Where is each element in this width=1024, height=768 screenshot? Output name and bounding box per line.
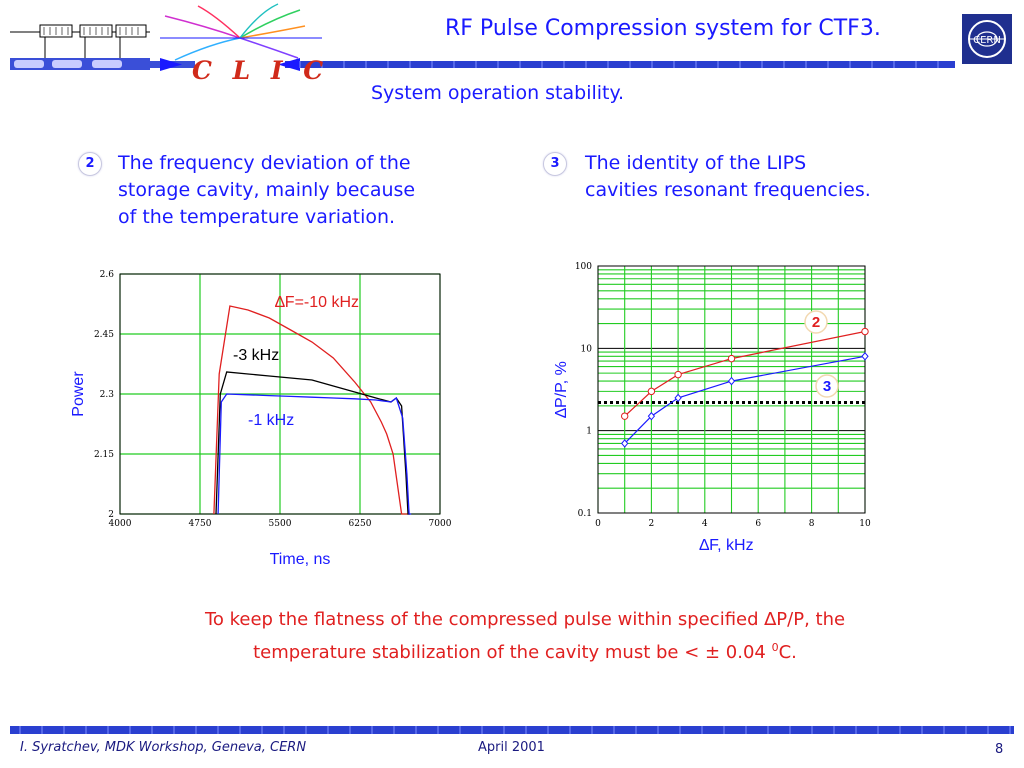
y-tick-label: 1	[586, 427, 592, 437]
point-3-line: The identity of the LIPS	[585, 152, 807, 174]
x-axis-label: Time, ns	[270, 551, 331, 568]
x-tick-label: 6250	[349, 519, 372, 529]
y-tick-label: 2	[108, 510, 114, 520]
x-tick-label: 2	[649, 519, 655, 529]
conclusion-note: To keep the flatness of the compressed p…	[110, 606, 940, 667]
footer-date: April 2001	[478, 740, 545, 755]
series-badge	[804, 310, 828, 334]
footer-bar	[10, 726, 1014, 734]
x-tick-label: 4	[702, 519, 708, 529]
clic-logo: C L I C	[192, 56, 330, 85]
data-point	[621, 412, 629, 420]
accelerator-schematic-icon	[10, 24, 150, 70]
y-tick-label: 100	[575, 262, 592, 272]
point-2-badge: 2	[78, 152, 102, 176]
page-subtitle: System operation stability.	[371, 82, 625, 104]
point-2-line: storage cavity, mainly because	[118, 179, 416, 201]
point-2-line: The frequency deviation of the	[118, 152, 411, 174]
page-number: 8	[995, 742, 1004, 757]
series-annotation: -1 kHz	[248, 412, 294, 429]
dpp-vs-df-chart: 0 2 4 6 8 10 0.1 1 10 100 2 3 ∆F, kHz ∆P/P, %	[553, 262, 871, 554]
x-tick-label: 6	[755, 519, 761, 529]
x-tick-label: 0	[595, 519, 601, 529]
point-3-badge: 3	[543, 152, 567, 176]
data-point	[647, 387, 656, 396]
page-title: RF Pulse Compression system for CTF3.	[445, 16, 881, 41]
point-2-text: The frequency deviation of the storage c…	[118, 150, 415, 231]
data-point	[861, 327, 869, 336]
data-point	[861, 352, 869, 361]
y-tick-label: 2.6	[100, 270, 115, 280]
data-point	[621, 439, 629, 448]
x-tick-label: 10	[859, 519, 871, 529]
series-badge	[815, 374, 839, 398]
series-label: 3	[823, 378, 831, 395]
y-axis-label: ∆P/P, %	[553, 361, 570, 418]
y-tick-label: 0.1	[578, 509, 592, 519]
y-tick-label: 2.45	[94, 330, 114, 340]
data-point	[647, 411, 656, 421]
note-line-2: temperature stabilization of the cavity …	[110, 634, 940, 667]
header-bar	[150, 58, 955, 71]
x-tick-label: 8	[809, 519, 815, 529]
point-2-line: of the temperature variation.	[118, 206, 396, 228]
series-annotation: -3 kHz	[233, 347, 279, 364]
y-tick-label: 2.3	[100, 390, 115, 400]
x-tick-label: 7000	[429, 519, 452, 529]
data-point	[727, 354, 736, 363]
note-line-2-text: temperature stabilization of the cavity …	[253, 642, 772, 663]
point-3-text: The identity of the LIPS cavities resona…	[585, 150, 871, 204]
plot-frame	[119, 273, 441, 515]
series-line	[217, 393, 412, 515]
collision-graphic-icon	[160, 3, 322, 61]
data-point	[674, 393, 682, 403]
note-line-1: To keep the flatness of the compressed p…	[204, 609, 846, 630]
point-3-line: cavities resonant frequencies.	[585, 179, 871, 201]
x-tick-label: 4000	[109, 519, 132, 529]
note-line-2-unit: C.	[778, 642, 797, 663]
footer-author: I. Syratchev, MDK Workshop, Geneva, CERN	[20, 740, 307, 755]
y-tick-label: 10	[581, 344, 593, 354]
x-axis-label: ∆F, kHz	[699, 537, 753, 554]
data-point	[674, 370, 682, 379]
note-degree-superscript: 0	[771, 641, 779, 654]
data-point	[727, 376, 736, 386]
y-axis-label: Power	[70, 371, 87, 417]
x-tick-label: 4750	[189, 519, 212, 529]
cern-logo-icon: CERN	[962, 14, 1012, 64]
series-label: 2	[812, 314, 820, 331]
y-tick-label: 2.15	[94, 450, 114, 460]
power-vs-time-chart: 4000 4750 5500 6250 7000 2 2.15 2.3 2.45 2.6 ∆F=-1…	[70, 270, 452, 568]
x-tick-label: 5500	[269, 519, 292, 529]
cern-logo-text: CERN	[973, 35, 1001, 46]
header-decoration	[10, 3, 955, 71]
plot-frame	[597, 265, 866, 514]
series-line	[213, 305, 411, 515]
series-annotation: ∆F=-10 kHz	[275, 294, 359, 311]
